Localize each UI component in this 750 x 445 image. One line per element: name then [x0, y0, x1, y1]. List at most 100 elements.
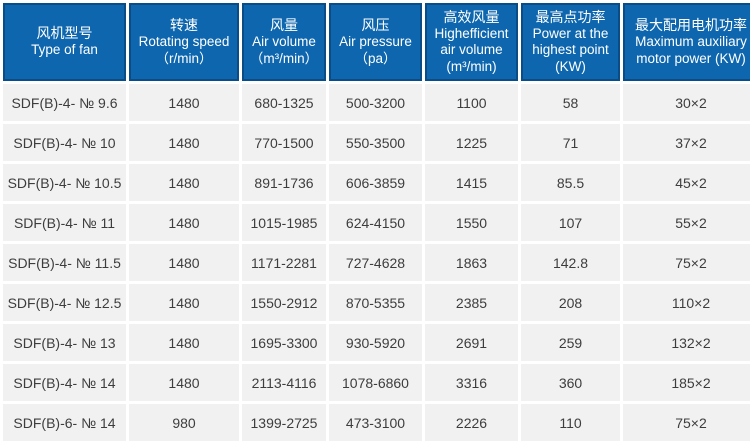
table-row: SDF(B)-4- № 10 1480 770-1500 550-3500 1225 71…: [3, 124, 750, 161]
table-cell: 1171-2281: [242, 244, 326, 281]
header-label-en: Air pressure: [339, 34, 412, 50]
table-cell: 1078-6860: [329, 364, 422, 401]
fan-model-cell: SDF(B)-4- № 13: [3, 324, 126, 361]
table-header: 风机型号 Type of fan 转速 Rotating speed （r/mi…: [3, 3, 750, 81]
fan-model-cell: SDF(B)-4- № 11: [3, 204, 126, 241]
table-cell: 473-3100: [329, 404, 422, 441]
table-cell: 1480: [129, 124, 239, 161]
column-header-air-pressure: 风压 Air pressure （pa）: [329, 3, 422, 81]
fan-model-cell: SDF(B)-4- № 11.5: [3, 244, 126, 281]
table-cell: 75×2: [623, 404, 750, 441]
table-cell: 55×2: [623, 204, 750, 241]
table-cell: 1480: [129, 364, 239, 401]
table-cell: 58: [521, 84, 620, 121]
table-cell: 2385: [425, 284, 518, 321]
table-cell: 1480: [129, 324, 239, 361]
table-cell: 624-4150: [329, 204, 422, 241]
table-row: SDF(B)-4- № 12.5 1480 1550-2912 870-5355 238…: [3, 284, 750, 321]
table-row: SDF(B)-6- № 14 980 1399-2725 473-3100 2226 11…: [3, 404, 750, 441]
header-label-zh: 最高点功率: [535, 8, 606, 25]
table-cell: 891-1736: [242, 164, 326, 201]
table-cell: 132×2: [623, 324, 750, 361]
header-label-en: Type of fan: [31, 42, 98, 58]
column-header-power-at-highest-point: 最高点功率 Power at the highest point (KW): [521, 3, 620, 81]
table-cell: 1480: [129, 84, 239, 121]
header-label-en: Power at the: [532, 25, 609, 41]
table-cell: 45×2: [623, 164, 750, 201]
table-row: SDF(B)-4- № 11.5 1480 1171-2281 727-4628 186…: [3, 244, 750, 281]
header-label-en: Air volume: [252, 34, 316, 50]
header-label-zh: 高效风量: [443, 8, 500, 25]
table-row: SDF(B)-4- № 14 1480 2113-4116 1078-6860 3316…: [3, 364, 750, 401]
table-cell: 1399-2725: [242, 404, 326, 441]
table-cell: 870-5355: [329, 284, 422, 321]
table-row: SDF(B)-4- № 13 1480 1695-3300 930-5920 2691 2…: [3, 324, 750, 361]
table-cell: 259: [521, 324, 620, 361]
table-cell: 1480: [129, 244, 239, 281]
column-header-rotating-speed: 转速 Rotating speed （r/min）: [129, 3, 239, 81]
table-cell: 85.5: [521, 164, 620, 201]
table-cell: 2113-4116: [242, 364, 326, 401]
column-header-air-volume: 风量 Air volume （m³/min）: [242, 3, 326, 81]
table-row: SDF(B)-4- № 10.5 1480 891-1736 606-3859 1415…: [3, 164, 750, 201]
table-cell: 980: [129, 404, 239, 441]
table-cell: 1225: [425, 124, 518, 161]
table-cell: 500-3200: [329, 84, 422, 121]
fan-model-cell: SDF(B)-4- № 10: [3, 124, 126, 161]
table-row: SDF(B)-4- № 9.6 1480 680-1325 500-3200 1100 5…: [3, 84, 750, 121]
table-cell: 1550: [425, 204, 518, 241]
table-cell: 360: [521, 364, 620, 401]
table-cell: 2691: [425, 324, 518, 361]
table-cell: 208: [521, 284, 620, 321]
table-cell: 1415: [425, 164, 518, 201]
header-label-unit: (KW): [555, 58, 586, 74]
table-cell: 37×2: [623, 124, 750, 161]
table-cell: 1100: [425, 84, 518, 121]
table-cell: 1480: [129, 284, 239, 321]
table-cell: 1550-2912: [242, 284, 326, 321]
table-cell: 727-4628: [329, 244, 422, 281]
column-header-highefficient-air-volume: 高效风量 Highefficient air volume (m³/min): [425, 3, 518, 81]
table-cell: 3316: [425, 364, 518, 401]
table-cell: 1015-1985: [242, 204, 326, 241]
table-row: SDF(B)-4- № 11 1480 1015-1985 624-4150 1550 1…: [3, 204, 750, 241]
table-cell: 680-1325: [242, 84, 326, 121]
table-cell: 185×2: [623, 364, 750, 401]
header-label-en: highest point: [532, 42, 609, 58]
header-label-unit: (m³/min): [446, 58, 497, 74]
table-cell: 2226: [425, 404, 518, 441]
table-cell: 1863: [425, 244, 518, 281]
header-label-en: Maximum auxiliary: [635, 34, 747, 50]
table-cell: 30×2: [623, 84, 750, 121]
header-label-zh: 风机型号: [36, 25, 93, 42]
header-label-en: Rotating speed: [138, 34, 230, 50]
column-header-type-of-fan: 风机型号 Type of fan: [3, 3, 126, 81]
table-cell: 550-3500: [329, 124, 422, 161]
header-label-en: motor power (KW): [636, 50, 746, 66]
table-cell: 1480: [129, 204, 239, 241]
fan-model-cell: SDF(B)-4- № 14: [3, 364, 126, 401]
table-cell: 75×2: [623, 244, 750, 281]
header-label-zh: 风压: [361, 16, 390, 33]
table-cell: 107: [521, 204, 620, 241]
header-label-en: Highefficient: [434, 25, 509, 41]
table-cell: 606-3859: [329, 164, 422, 201]
table-cell: 770-1500: [242, 124, 326, 161]
table-cell: 110: [521, 404, 620, 441]
table-cell: 142.8: [521, 244, 620, 281]
fan-model-cell: SDF(B)-6- № 14: [3, 404, 126, 441]
table-cell: 110×2: [623, 284, 750, 321]
header-label-unit: （m³/min）: [249, 50, 319, 66]
header-label-unit: （pa）: [354, 50, 397, 66]
table-cell: 1480: [129, 164, 239, 201]
column-header-max-auxiliary-motor-power: 最大配用电机功率 Maximum auxiliary motor power (…: [623, 3, 750, 81]
fan-model-cell: SDF(B)-4- № 10.5: [3, 164, 126, 201]
fan-model-cell: SDF(B)-4- № 9.6: [3, 84, 126, 121]
table-cell: 1695-3300: [242, 324, 326, 361]
header-row: 风机型号 Type of fan 转速 Rotating speed （r/mi…: [3, 3, 750, 81]
table-cell: 71: [521, 124, 620, 161]
table-body: SDF(B)-4- № 9.6 1480 680-1325 500-3200 1100 5…: [3, 84, 750, 441]
fan-model-cell: SDF(B)-4- № 12.5: [3, 284, 126, 321]
table-cell: 930-5920: [329, 324, 422, 361]
